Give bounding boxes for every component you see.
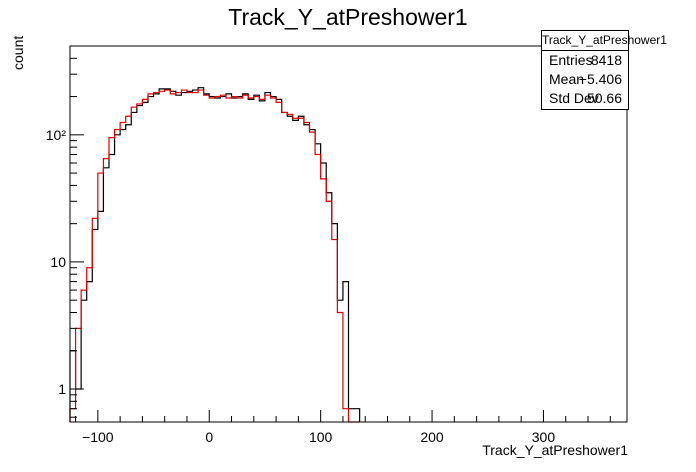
stats-stddev-label: Std Dev: [549, 90, 599, 106]
stats-box: Track_Y_atPreshower1 Entries 8418 Mean −…: [541, 30, 667, 110]
y-axis-label: count: [10, 35, 26, 70]
x-tick-label: 200: [420, 429, 444, 445]
stats-stddev-row: Std Dev 50.66: [542, 89, 628, 108]
stats-entries-value: 8418: [590, 52, 622, 68]
stats-mean-value: −5.406: [578, 71, 622, 87]
y-tick-label: 10²: [46, 127, 67, 143]
histogram-series-1: [69, 89, 360, 423]
plot-frame: [69, 45, 628, 423]
x-tick-label: −100: [82, 429, 114, 445]
stats-stddev-value: 50.66: [586, 90, 622, 106]
x-tick-label: 300: [532, 429, 556, 445]
y-tick-label: 10: [50, 254, 66, 270]
x-tick-label: 100: [309, 429, 333, 445]
stats-entries-label: Entries: [549, 52, 593, 68]
x-tick-label: 0: [205, 429, 213, 445]
y-tick-label: 1: [58, 381, 66, 397]
stats-box-title: Track_Y_atPreshower1: [542, 31, 667, 51]
stats-entries-row: Entries 8418: [542, 51, 628, 70]
stats-mean-label: Mean: [549, 71, 585, 87]
x-axis-label: Track_Y_atPreshower1: [482, 442, 628, 458]
stats-mean-row: Mean −5.406: [542, 70, 628, 89]
chart-title: Track_Y_atPreshower1: [228, 4, 468, 30]
